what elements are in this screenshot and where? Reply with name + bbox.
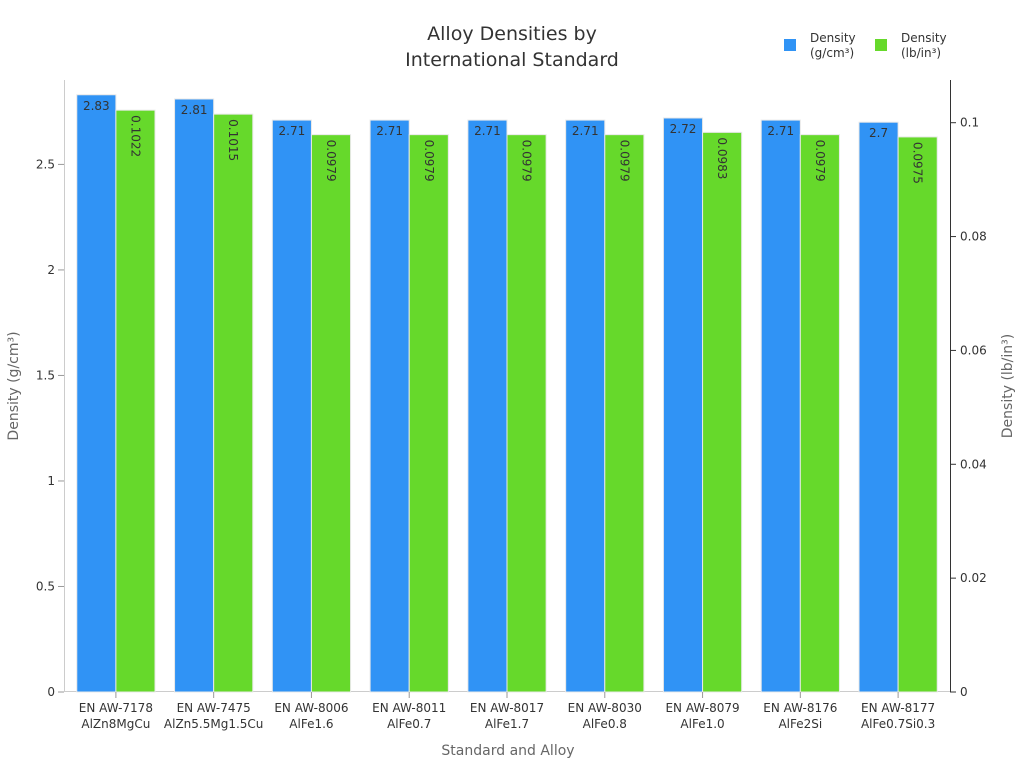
bar-gcm3: [565, 119, 606, 693]
x-tick-label-alloy: AlFe0.8: [583, 717, 627, 731]
x-tick-label-standard: EN AW-7475: [177, 701, 251, 715]
y2-tick-label: 0.08: [960, 230, 987, 244]
y-tick-label: 2.5: [36, 157, 55, 171]
data-label-gcm3: 2.83: [83, 99, 110, 113]
x-tick-label-standard: EN AW-8177: [861, 701, 935, 715]
legend-swatch: [875, 39, 887, 51]
data-label-lbin3: 0.0979: [813, 140, 827, 182]
x-tick-label-alloy: AlFe0.7Si0.3: [861, 717, 935, 731]
data-label-gcm3: 2.71: [572, 124, 599, 138]
x-tick-label-standard: EN AW-8011: [372, 701, 446, 715]
y-tick-label: 1.5: [36, 368, 55, 382]
y-axis-label: Density (g/cm³): [6, 331, 22, 440]
bar-gcm3: [858, 121, 899, 693]
y-tick-label: 2: [47, 263, 55, 277]
y-tick-label: 1: [47, 474, 55, 488]
y2-axis-label: Density (lb/in³): [1000, 334, 1016, 438]
bar-gcm3: [174, 98, 215, 693]
y2-tick-label: 0.02: [960, 571, 987, 585]
chart-title-line-2: International Standard: [405, 49, 619, 71]
x-tick-label-alloy: AlFe1.6: [289, 717, 333, 731]
data-label-gcm3: 2.81: [181, 103, 208, 117]
legend-label-line-1: Density: [901, 31, 947, 45]
chart-title-line-1: Alloy Densities by: [427, 23, 597, 45]
x-tick-label-standard: EN AW-8030: [568, 701, 642, 715]
y2-tick-label: 0.06: [960, 343, 987, 357]
y2-tick-label: 0: [960, 685, 968, 699]
y2-tick-label: 0.1: [960, 116, 979, 130]
bar-labels: 2.83 0.1022 2.81 0.1015 2.71 0.0979 2.71 0.0979…: [83, 99, 925, 184]
bar-gcm3: [76, 94, 117, 693]
data-label-lbin3: 0.0979: [324, 140, 338, 182]
legend-label-line-1: Density: [810, 31, 856, 45]
data-label-lbin3: 0.0979: [422, 140, 436, 182]
data-label-gcm3: 2.71: [279, 124, 306, 138]
bar-lbin3: [604, 134, 645, 693]
bar-lbin3: [799, 134, 840, 693]
bar-gcm3: [369, 119, 410, 693]
data-label-gcm3: 2.7: [869, 126, 888, 140]
bar-lbin3: [213, 113, 254, 693]
data-label-lbin3: 0.0979: [520, 140, 534, 182]
legend-swatch: [784, 39, 796, 51]
x-tick-label-alloy: AlZn5.5Mg1.5Cu: [164, 717, 264, 731]
x-tick-label-standard: EN AW-8017: [470, 701, 544, 715]
data-label-lbin3: 0.0979: [617, 140, 631, 182]
legend-label-line-2: (lb/in³): [901, 46, 941, 60]
x-tick-label-alloy: AlFe0.7: [387, 717, 431, 731]
data-label-lbin3: 0.0975: [911, 142, 925, 184]
bars: [76, 94, 938, 693]
right-axis-ticks: 0 0.02 0.04 0.06 0.08 0.1: [950, 116, 987, 699]
x-tick-label-alloy: AlFe1.0: [680, 717, 724, 731]
bar-gcm3: [760, 119, 801, 693]
left-axis-ticks: 0 0.5 1 1.5 2 2.5: [36, 157, 64, 699]
y-tick-label: 0.5: [36, 579, 55, 593]
data-label-gcm3: 2.71: [376, 124, 403, 138]
bar-lbin3: [408, 134, 449, 693]
bar-gcm3: [467, 119, 508, 693]
bar-lbin3: [506, 134, 547, 693]
bar-lbin3: [702, 131, 743, 693]
x-tick-label-alloy: AlZn8MgCu: [81, 717, 150, 731]
legend: Density(g/cm³)Density(lb/in³): [784, 31, 947, 60]
x-axis-label: Standard and Alloy: [441, 743, 574, 759]
data-label-gcm3: 2.71: [767, 124, 794, 138]
legend-label-line-2: (g/cm³): [810, 46, 854, 60]
bar-lbin3: [897, 136, 938, 693]
x-tick-label-standard: EN AW-8006: [274, 701, 348, 715]
bar-gcm3: [271, 119, 312, 693]
data-label-gcm3: 2.72: [670, 122, 697, 136]
data-label-lbin3: 0.1015: [226, 119, 240, 161]
x-tick-label-standard: EN AW-8176: [763, 701, 837, 715]
bar-lbin3: [115, 109, 156, 693]
data-label-lbin3: 0.0983: [715, 137, 729, 179]
bar-gcm3: [662, 117, 704, 693]
data-label-gcm3: 2.71: [474, 124, 501, 138]
x-tick-label-alloy: AlFe1.7: [485, 717, 529, 731]
x-tick-label-standard: EN AW-8079: [665, 701, 739, 715]
x-tick-label-alloy: AlFe2Si: [778, 717, 822, 731]
x-axis-ticks: EN AW-7178 AlZn8MgCu EN AW-7475 AlZn5.5Mg1.…: [79, 692, 935, 731]
bar-lbin3: [310, 134, 352, 693]
y-tick-label: 0: [47, 685, 55, 699]
x-tick-label-standard: EN AW-7178: [79, 701, 153, 715]
y2-tick-label: 0.04: [960, 457, 987, 471]
data-label-lbin3: 0.1022: [128, 115, 142, 157]
